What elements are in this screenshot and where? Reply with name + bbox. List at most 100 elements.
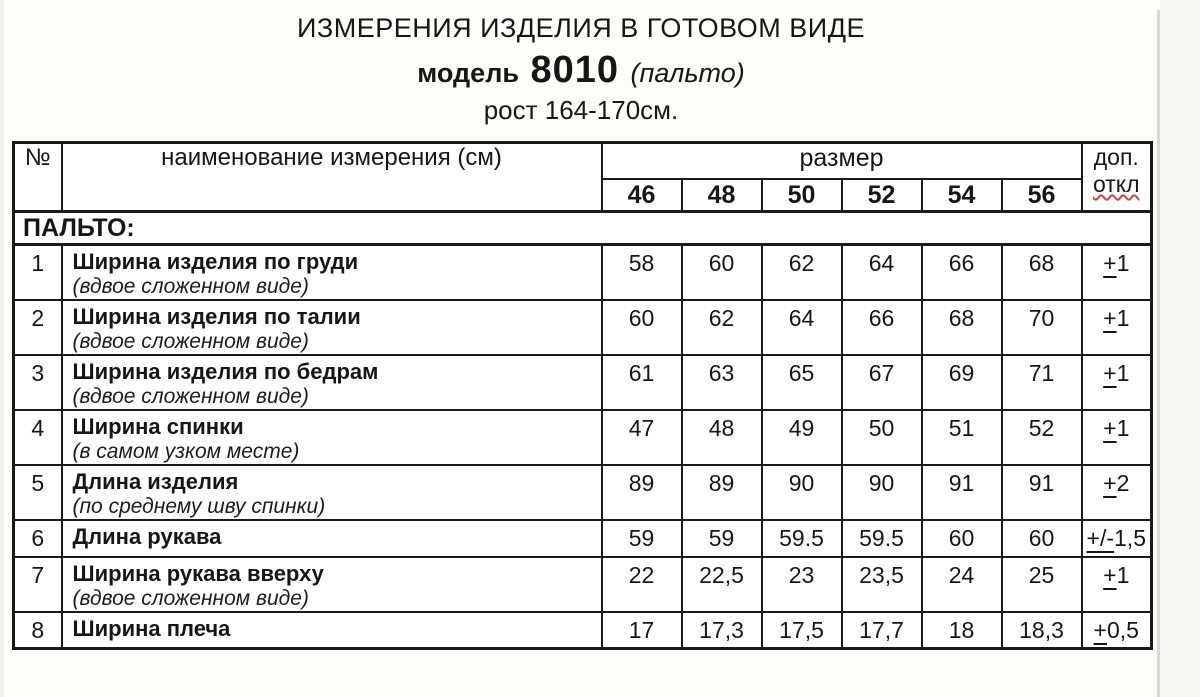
measurement-value: 17,5 [760, 610, 843, 650]
measurement-value: 89 [680, 463, 763, 521]
tolerance-value: +1 [1080, 243, 1153, 301]
measurement-value: 24 [920, 555, 1003, 613]
tolerance-amount: 1 [1116, 561, 1130, 588]
measurement-value: 67 [840, 353, 923, 411]
size-column-header-54: 54 [920, 177, 1003, 212]
measurement-note: (вдвое сложенном виде) [72, 384, 309, 408]
table-row: 1 Ширина изделия по груди (вдвое сложенном… [12, 243, 1153, 301]
measurement-name: Длина изделия [72, 468, 239, 494]
measurements-table: № наименование измерения (см) размер доп… [12, 141, 1154, 650]
page-title: ИЗМЕРЕНИЯ ИЗДЕЛИЯ В ГОТОВОМ ВИДЕ [297, 13, 865, 43]
table-row: 6 Длина рукава 59 59 59.5 59.5 60 60 +/-1,5 [12, 518, 1153, 558]
measurement-value: 51 [920, 408, 1003, 466]
measurement-name: Ширина плеча [72, 615, 231, 641]
table-row: 5 Длина изделия (по среднему шву спинки) 89… [12, 463, 1153, 521]
measurement-name-cell: Длина рукава [60, 518, 603, 558]
size-header-row: 46 48 50 52 54 56 [14, 177, 1152, 212]
tolerance-label-line2: откл [1092, 171, 1140, 197]
measurement-value: 17,7 [840, 610, 923, 650]
measurement-value: 17 [600, 610, 683, 650]
measurement-name-cell: Ширина спинки (в самом узком месте) [60, 408, 603, 466]
table-row: 4 Ширина спинки (в самом узком месте) 47 48 4… [12, 408, 1153, 466]
measurement-value: 18 [920, 610, 1003, 650]
measurement-name-cell: Ширина плеча [60, 610, 603, 650]
measurement-name: Ширина изделия по бедрам [72, 358, 379, 384]
measurement-name: Ширина рукава вверху [72, 560, 324, 586]
measurement-name: Ширина спинки [72, 413, 244, 439]
tolerance-sign: + [1103, 414, 1117, 441]
measurement-value: 58 [600, 243, 683, 301]
tolerance-sign: + [1103, 561, 1117, 588]
measurement-name-cell: Ширина рукава вверху (вдвое сложенном вид… [60, 555, 603, 613]
tolerance-amount: 1 [1116, 359, 1130, 386]
measurement-value: 60 [920, 518, 1003, 558]
measurement-value: 70 [1000, 298, 1083, 356]
measurement-name-cell: Ширина изделия по талии (вдвое сложенном … [60, 298, 603, 356]
measurement-name-cell: Ширина изделия по груди (вдвое сложенном … [60, 243, 603, 301]
table-row: 8 Ширина плеча 17 17,3 17,5 17,7 18 18,3 +0,5 [12, 610, 1153, 650]
tolerance-amount: 1,5 [1114, 524, 1146, 551]
tolerance-sign: + [1103, 469, 1117, 496]
model-type: (пальто) [630, 58, 745, 88]
measurement-name-cell: Ширина изделия по бедрам (вдвое сложенном… [60, 353, 603, 411]
measurement-name: Длина рукава [72, 523, 222, 549]
title-block: ИЗМЕРЕНИЯ ИЗДЕЛИЯ В ГОТОВОМ ВИДЕ модель … [12, 0, 1150, 126]
measurement-value: 59 [680, 518, 763, 558]
measurement-value: 47 [600, 408, 683, 466]
tolerance-label-line1: доп. [1093, 144, 1139, 170]
row-number: 3 [12, 353, 63, 411]
measurement-note: (вдвое сложенном виде) [72, 274, 309, 298]
measurement-value: 61 [600, 353, 683, 411]
measurement-value: 90 [760, 463, 843, 521]
measurement-value: 18,3 [1000, 610, 1083, 650]
col-header-number: № [12, 141, 63, 212]
table-row: 2 Ширина изделия по талии (вдвое сложенном… [12, 298, 1153, 356]
table-row: 3 Ширина изделия по бедрам (вдвое сложенно… [12, 353, 1153, 411]
measurement-value: 50 [840, 408, 923, 466]
tolerance-sign: + [1093, 616, 1107, 643]
measurement-value: 59.5 [760, 518, 843, 558]
measurement-value: 25 [1000, 555, 1083, 613]
col-header-measurement-name: наименование измерения (см) [60, 141, 603, 212]
measurement-note: (вдвое сложенном виде) [72, 329, 309, 353]
measurement-value: 90 [840, 463, 923, 521]
col-header-size-group: размер [600, 141, 1083, 180]
tolerance-sign: + [1103, 359, 1117, 386]
tolerance-amount: 0,5 [1106, 616, 1139, 643]
tolerance-value: +1 [1080, 353, 1153, 411]
tolerance-value: +/-1,5 [1080, 518, 1153, 558]
measurement-value: 59.5 [840, 518, 923, 558]
measurement-value: 59 [600, 518, 683, 558]
tolerance-amount: 1 [1116, 414, 1130, 441]
measurement-value: 48 [680, 408, 763, 466]
size-column-header-50: 50 [760, 177, 843, 212]
measurement-value: 69 [920, 353, 1003, 411]
row-number: 4 [12, 408, 63, 466]
page-right-margin [1160, 0, 1200, 697]
size-column-header-56: 56 [1000, 177, 1083, 212]
measurement-value: 23,5 [840, 555, 923, 613]
measurement-value: 60 [1000, 518, 1083, 558]
section-row: ПАЛЬТО: [12, 209, 1153, 246]
measurement-value: 23 [760, 555, 843, 613]
measurement-value: 60 [600, 298, 683, 356]
tolerance-sign: + [1103, 249, 1117, 276]
tolerance-amount: 2 [1116, 469, 1130, 496]
measurement-value: 64 [840, 243, 923, 301]
measurement-value: 65 [760, 353, 843, 411]
measurement-value: 66 [920, 243, 1003, 301]
measurement-value: 52 [1000, 408, 1083, 466]
section-label-palto: ПАЛЬТО: [12, 209, 1153, 246]
row-number: 7 [12, 555, 63, 613]
measurement-value: 60 [680, 243, 763, 301]
measurement-value: 62 [760, 243, 843, 301]
measurement-value: 63 [680, 353, 763, 411]
tolerance-sign: +/- [1086, 524, 1115, 551]
model-label: модель [417, 58, 519, 88]
tolerance-value: +1 [1080, 555, 1153, 613]
measurement-value: 64 [760, 298, 843, 356]
tolerance-value: +1 [1080, 298, 1153, 356]
size-column-header-48: 48 [680, 177, 763, 212]
measurement-value: 91 [920, 463, 1003, 521]
measurement-value: 68 [1000, 243, 1083, 301]
